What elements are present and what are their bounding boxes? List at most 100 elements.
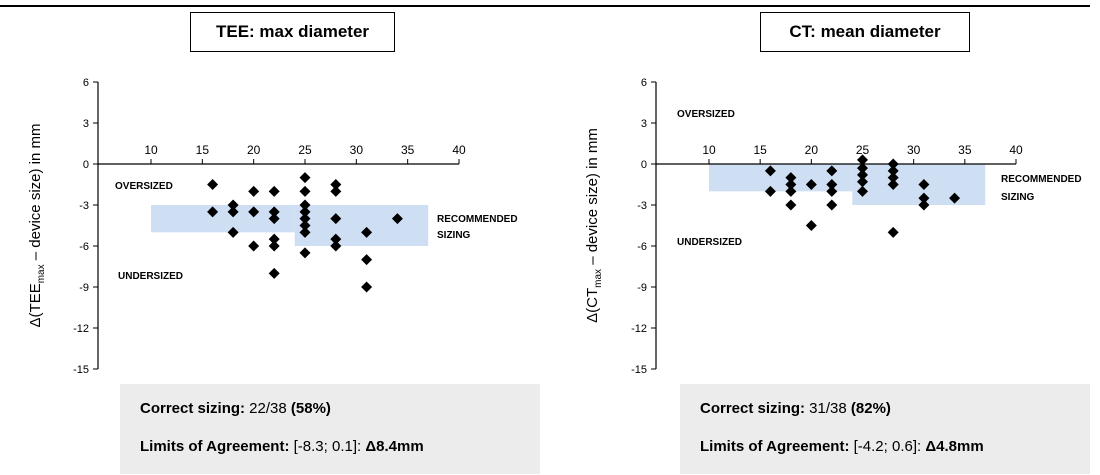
y-tick-label: 6: [83, 77, 89, 89]
x-tick-label: 30: [350, 143, 364, 157]
x-tick-label: 25: [298, 143, 312, 157]
data-point: [268, 267, 280, 279]
y-tick-label: -9: [637, 282, 647, 294]
left-chart-title: TEE: max diameter: [190, 12, 395, 52]
data-point: [268, 213, 280, 225]
data-point: [918, 199, 930, 211]
y-tick-label: -15: [631, 364, 647, 376]
data-point: [949, 192, 961, 204]
data-point: [361, 254, 373, 266]
y-axis-label-suffix: – device size) in mm: [584, 128, 601, 269]
right-correct-sizing: Correct sizing: 31/38 (82%): [700, 399, 1070, 437]
data-point: [764, 185, 776, 197]
x-tick-label: 20: [805, 143, 819, 157]
left-correct-sizing: Correct sizing: 22/38 (58%): [140, 399, 520, 437]
data-point: [391, 213, 403, 225]
data-point: [330, 185, 342, 197]
y-tick-label: 0: [641, 159, 647, 171]
right-correct-label: Correct sizing:: [700, 400, 806, 417]
right-loa-label: Limits of Agreement:: [700, 438, 850, 455]
undersized-label: UNDERSIZED: [118, 271, 183, 282]
recommended-band: [709, 164, 853, 192]
recommended-label: RECOMMENDED: [437, 214, 518, 225]
y-tick-label: 3: [641, 118, 647, 130]
data-point: [227, 226, 239, 238]
data-point: [299, 213, 311, 225]
y-axis-label-prefix: Δ(CT: [584, 288, 601, 323]
x-tick-label: 30: [907, 143, 921, 157]
data-point: [330, 179, 342, 190]
data-point: [826, 165, 838, 177]
data-point: [207, 206, 219, 218]
data-point: [785, 199, 797, 211]
right-chart-title: CT: mean diameter: [760, 12, 970, 52]
left-correct-label: Correct sizing:: [140, 400, 246, 417]
y-axis-label-subscript: max: [593, 269, 604, 288]
data-point: [826, 185, 838, 197]
left-chart-title-text: TEE: max diameter: [215, 22, 370, 41]
x-tick-label: 40: [452, 143, 466, 157]
y-tick-label: -12: [631, 323, 647, 335]
data-point: [805, 220, 817, 231]
data-point: [299, 220, 311, 231]
data-point: [268, 233, 280, 245]
data-point: [227, 206, 239, 218]
x-tick-label: 10: [144, 143, 158, 157]
data-point: [826, 179, 838, 190]
left-stats-box: Correct sizing: 22/38 (58%) Limits of Ag…: [120, 384, 540, 474]
data-point: [330, 240, 342, 252]
data-point: [268, 206, 280, 218]
data-point: [330, 233, 342, 245]
x-tick-label: 35: [958, 143, 972, 157]
data-point: [268, 240, 280, 252]
data-point: [361, 281, 373, 293]
y-tick-label: -3: [79, 200, 89, 212]
undersized-label: UNDERSIZED: [677, 237, 742, 248]
data-point: [299, 206, 311, 218]
data-point: [887, 226, 899, 238]
data-point: [887, 179, 899, 190]
left-loa-delta: Δ8.4mm: [365, 438, 424, 455]
data-point: [918, 192, 930, 204]
y-tick-label: 0: [83, 159, 89, 171]
data-point: [299, 172, 311, 184]
right-chart-title-text: CT: mean diameter: [789, 22, 941, 41]
header-rule: [0, 5, 1090, 7]
x-tick-label: 10: [702, 143, 716, 157]
recommended-band: [294, 205, 429, 246]
right-loa-delta: Δ4.8mm: [925, 438, 984, 455]
data-point: [248, 185, 260, 197]
data-point: [805, 179, 817, 190]
sizing-label: SIZING: [1001, 192, 1035, 203]
y-tick-label: -6: [637, 241, 647, 253]
left-correct-value: 22/38: [245, 400, 291, 417]
data-point: [248, 206, 260, 218]
y-axis-label: Δ(CTmax – device size) in mm: [584, 128, 604, 323]
data-point: [887, 158, 899, 170]
data-point: [857, 176, 868, 188]
data-point: [248, 240, 260, 252]
data-point: [299, 247, 311, 259]
right-stats-box: Correct sizing: 31/38 (82%) Limits of Ag…: [680, 384, 1090, 474]
data-point: [268, 185, 280, 197]
x-tick-label: 35: [401, 143, 415, 157]
y-tick-label: -6: [79, 241, 89, 253]
data-point: [826, 199, 838, 211]
data-point: [887, 165, 899, 177]
data-point: [299, 199, 311, 211]
right-correct-value: 31/38: [805, 400, 851, 417]
y-axis-label: Δ(TEEmax – device size) in mm: [27, 124, 47, 328]
y-tick-label: 3: [83, 118, 89, 130]
data-point: [857, 185, 868, 197]
y-tick-label: -12: [73, 323, 89, 335]
left-limits-agreement: Limits of Agreement: [-8.3; 0.1]: Δ8.4mm: [140, 437, 520, 475]
right-correct-pct: (82%): [850, 400, 891, 417]
right-limits-agreement: Limits of Agreement: [-4.2; 0.6]: Δ4.8mm: [700, 437, 1070, 475]
data-point: [857, 169, 868, 181]
y-tick-label: 6: [641, 77, 647, 89]
sizing-label: SIZING: [437, 230, 471, 241]
y-axis-label-subscript: max: [36, 264, 47, 283]
x-tick-label: 20: [247, 143, 261, 157]
